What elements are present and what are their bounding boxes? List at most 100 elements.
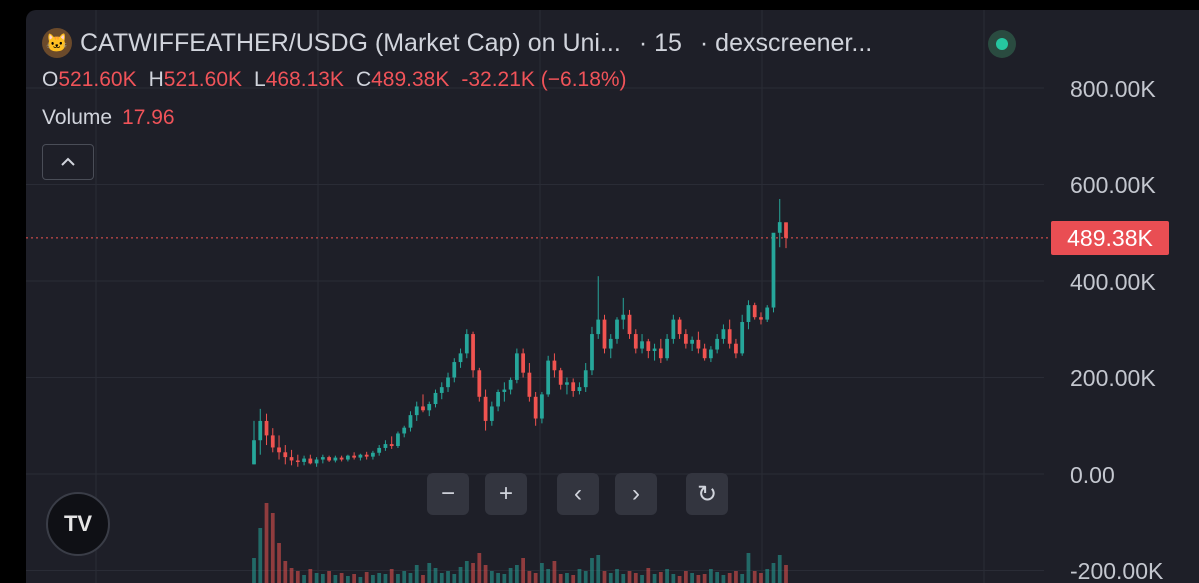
candle-body: [671, 319, 676, 339]
zoom-in-button[interactable]: +: [485, 473, 527, 515]
volume-bar: [577, 569, 582, 583]
candle-body: [421, 406, 425, 411]
y-tick-label: 600.00K: [1070, 172, 1156, 198]
volume-bar: [302, 575, 306, 583]
chart-panel: 🐱 CATWIFFEATHER/USDG (Market Cap) on Uni…: [26, 10, 1199, 583]
candle-body: [784, 222, 788, 238]
volume-bar: [439, 573, 444, 583]
candle-body: [439, 387, 444, 393]
candle-body: [715, 338, 720, 350]
volume-bar: [508, 568, 513, 583]
volume-bar: [477, 553, 482, 583]
candle-body: [383, 444, 388, 448]
volume-bar: [277, 543, 281, 583]
candle-body: [646, 341, 651, 351]
interval-label[interactable]: · 15: [638, 28, 682, 57]
volume-bar: [377, 573, 382, 583]
tradingview-logo-icon[interactable]: TV: [46, 492, 110, 556]
candle-body: [533, 396, 538, 419]
volume-bar: [752, 571, 757, 583]
candle-body: [320, 457, 325, 460]
candle-body: [590, 334, 594, 371]
candle-body: [389, 444, 394, 447]
candle-body: [427, 404, 432, 411]
symbol-title[interactable]: CATWIFFEATHER/USDG (Market Cap) on Uni..…: [80, 28, 621, 57]
volume-bar: [696, 575, 701, 583]
candle-body: [302, 458, 306, 462]
volume-bar: [777, 555, 782, 583]
volume-bar: [652, 574, 657, 583]
candle-body: [352, 455, 357, 458]
candle-body: [496, 391, 500, 407]
candle-body: [377, 447, 382, 453]
candle-body: [258, 420, 263, 441]
candle-body: [452, 362, 457, 378]
volume-bar: [709, 569, 713, 583]
candle-body: [358, 454, 363, 458]
y-tick-label: 0.00: [1070, 462, 1115, 488]
volume-bar: [358, 577, 363, 583]
volume-bar: [371, 575, 375, 583]
candle-body: [602, 319, 607, 349]
candle-body: [283, 452, 288, 458]
volume-bar: [364, 572, 369, 583]
volume-bar: [483, 565, 488, 583]
low-label: L: [254, 68, 266, 91]
open-value: 521.60K: [58, 68, 137, 91]
volume-bar: [727, 573, 732, 583]
candle-body: [565, 382, 569, 385]
candle-body: [446, 377, 450, 388]
candle-body: [583, 370, 588, 388]
close-value: 489.38K: [371, 68, 450, 91]
reset-chart-button[interactable]: ↻: [686, 473, 728, 515]
scroll-right-button[interactable]: ›: [615, 473, 657, 515]
volume-bar: [314, 573, 319, 583]
y-tick-label: 200.00K: [1070, 365, 1156, 391]
volume-bar: [389, 569, 394, 583]
candle-body: [658, 348, 663, 359]
candle-body: [615, 319, 619, 339]
volume-bar: [421, 575, 425, 583]
volume-bar: [658, 572, 663, 583]
volume-bar: [458, 567, 463, 583]
candle-body: [746, 305, 751, 323]
volume-bar: [489, 571, 494, 583]
volume-bar: [471, 563, 475, 583]
volume-bar: [602, 571, 607, 583]
candle-body: [433, 392, 438, 405]
candle-body: [308, 458, 313, 464]
candle-body: [402, 427, 407, 434]
volume-bar: [352, 574, 357, 583]
candle-body: [677, 319, 682, 335]
candle-body: [759, 317, 763, 320]
ohlc-legend: O521.60K H521.60K L468.13K C489.38K -32.21K …: [42, 68, 627, 92]
candle-body: [508, 379, 513, 390]
low-value: 468.13K: [265, 68, 344, 91]
scroll-left-button[interactable]: ‹: [557, 473, 599, 515]
volume-bar: [320, 574, 325, 583]
candle-body: [702, 348, 707, 359]
y-tick-label: -200.00K: [1070, 558, 1164, 583]
candle-body: [709, 349, 713, 359]
chart-canvas[interactable]: [26, 10, 1199, 583]
collapse-legend-button[interactable]: [42, 144, 94, 180]
candle-body: [346, 455, 350, 460]
zoom-out-button[interactable]: −: [427, 473, 469, 515]
chevron-up-icon: [61, 157, 75, 166]
volume-bar: [621, 574, 626, 583]
candle-body: [527, 372, 532, 397]
volume-bar: [327, 571, 331, 583]
candle-body: [371, 452, 375, 457]
candle-body: [295, 460, 300, 462]
volume-bar: [740, 574, 745, 583]
volume-bar: [646, 568, 651, 583]
volume-bar: [590, 558, 594, 583]
volume-bar: [433, 568, 438, 583]
candle-body: [765, 307, 770, 320]
volume-bar: [715, 572, 720, 583]
candle-body: [339, 457, 344, 460]
candle-body: [521, 353, 526, 373]
candle-body: [264, 420, 269, 436]
volume-bar: [464, 561, 469, 583]
volume-legend: Volume 17.96: [42, 106, 175, 130]
